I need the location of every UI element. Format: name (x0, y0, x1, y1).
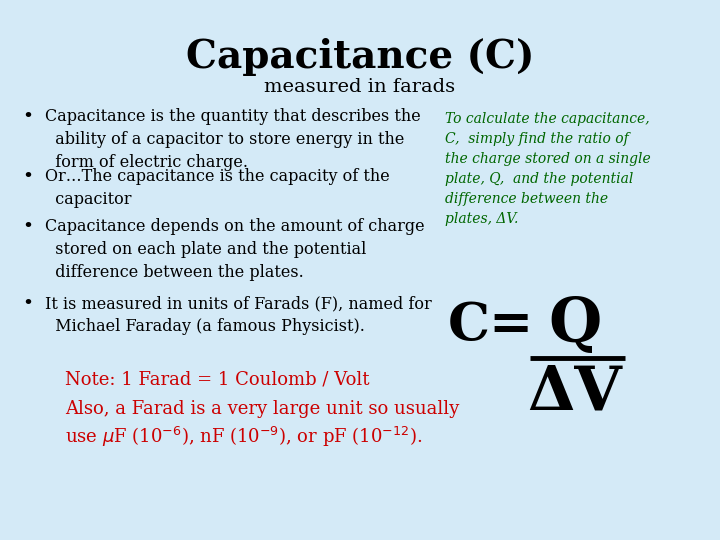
Text: Q: Q (549, 295, 602, 355)
Text: Also, a Farad is a very large unit so usually: Also, a Farad is a very large unit so us… (65, 400, 459, 418)
Text: Or…The capacitance is the capacity of the
  capacitor: Or…The capacitance is the capacity of th… (45, 168, 390, 208)
Text: To calculate the capacitance,
C,  simply find the ratio of
the charge stored on : To calculate the capacitance, C, simply … (445, 112, 651, 226)
Text: C=: C= (448, 300, 534, 351)
Text: •: • (22, 108, 33, 126)
Text: Capacitance (C): Capacitance (C) (186, 38, 534, 76)
Text: Capacitance depends on the amount of charge
  stored on each plate and the poten: Capacitance depends on the amount of cha… (45, 218, 425, 281)
Text: Capacitance is the quantity that describes the
  ability of a capacitor to store: Capacitance is the quantity that describ… (45, 108, 420, 171)
Text: •: • (22, 168, 33, 186)
Text: measured in farads: measured in farads (264, 78, 456, 96)
Text: ΔV: ΔV (528, 362, 622, 422)
Text: •: • (22, 218, 33, 236)
Text: Note: 1 Farad = 1 Coulomb / Volt: Note: 1 Farad = 1 Coulomb / Volt (65, 370, 369, 388)
Text: It is measured in units of Farads (F), named for
  Michael Faraday (a famous Phy: It is measured in units of Farads (F), n… (45, 295, 432, 335)
Text: •: • (22, 295, 33, 313)
Text: use $\mu$F (10$^{-6}$), nF (10$^{-9}$), or pF (10$^{-12}$).: use $\mu$F (10$^{-6}$), nF (10$^{-9}$), … (65, 425, 422, 449)
